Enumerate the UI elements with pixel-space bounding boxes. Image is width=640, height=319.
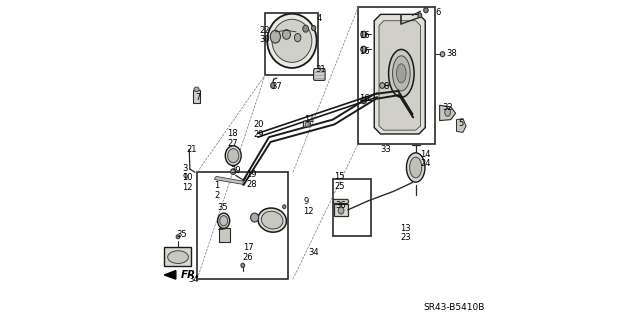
Text: SR43-B5410B: SR43-B5410B xyxy=(424,303,485,312)
Bar xyxy=(197,172,288,279)
Text: 34: 34 xyxy=(189,275,199,284)
Text: 5: 5 xyxy=(459,119,464,128)
Text: 20
29: 20 29 xyxy=(253,120,264,138)
Ellipse shape xyxy=(218,213,230,228)
Text: 17
26: 17 26 xyxy=(243,243,253,262)
Polygon shape xyxy=(314,69,325,80)
Polygon shape xyxy=(164,271,176,279)
Text: 16: 16 xyxy=(359,94,369,103)
Text: 6: 6 xyxy=(435,8,441,17)
Text: 21: 21 xyxy=(187,145,197,154)
Text: 14
24: 14 24 xyxy=(420,150,431,168)
Bar xyxy=(334,204,348,216)
Ellipse shape xyxy=(418,13,422,18)
Ellipse shape xyxy=(168,251,188,263)
Ellipse shape xyxy=(361,31,367,38)
Ellipse shape xyxy=(220,216,228,226)
Bar xyxy=(164,247,191,266)
Bar xyxy=(265,13,319,75)
Bar xyxy=(358,7,435,144)
Ellipse shape xyxy=(305,122,309,127)
Text: 3
10: 3 10 xyxy=(182,164,193,182)
Ellipse shape xyxy=(303,25,308,32)
Ellipse shape xyxy=(424,8,428,13)
Text: 8: 8 xyxy=(384,82,389,91)
Polygon shape xyxy=(440,105,456,121)
Ellipse shape xyxy=(282,30,291,39)
Text: 33: 33 xyxy=(381,145,392,154)
Ellipse shape xyxy=(225,146,241,166)
Ellipse shape xyxy=(261,211,283,229)
Text: 16: 16 xyxy=(359,47,369,56)
Text: 35: 35 xyxy=(176,230,186,239)
Text: 38: 38 xyxy=(446,49,457,58)
Ellipse shape xyxy=(440,52,445,57)
Text: 1
2: 1 2 xyxy=(214,182,220,200)
Ellipse shape xyxy=(294,33,301,42)
Ellipse shape xyxy=(312,26,316,31)
Polygon shape xyxy=(303,121,310,127)
Ellipse shape xyxy=(410,157,422,178)
Bar xyxy=(333,179,371,236)
Bar xyxy=(193,90,200,103)
Text: 9
12: 9 12 xyxy=(303,197,314,216)
Ellipse shape xyxy=(271,83,275,88)
Ellipse shape xyxy=(268,14,317,68)
Text: 31: 31 xyxy=(316,65,326,74)
Ellipse shape xyxy=(194,87,199,92)
Ellipse shape xyxy=(361,46,367,53)
Polygon shape xyxy=(215,176,243,184)
Ellipse shape xyxy=(445,108,451,116)
Polygon shape xyxy=(379,21,420,130)
Text: 11: 11 xyxy=(304,115,314,124)
Text: 22
30: 22 30 xyxy=(259,26,270,44)
Text: 37: 37 xyxy=(271,82,282,91)
Ellipse shape xyxy=(230,169,236,174)
Ellipse shape xyxy=(361,97,367,104)
Text: FR.: FR. xyxy=(181,270,200,280)
Ellipse shape xyxy=(228,149,239,163)
Text: 18
27: 18 27 xyxy=(227,130,238,148)
Text: 4: 4 xyxy=(317,14,322,23)
Ellipse shape xyxy=(283,205,286,209)
Text: 13
23: 13 23 xyxy=(401,224,411,242)
Polygon shape xyxy=(333,199,349,204)
Ellipse shape xyxy=(338,207,344,214)
Text: 7: 7 xyxy=(196,93,201,102)
Ellipse shape xyxy=(241,263,244,268)
Ellipse shape xyxy=(272,19,312,63)
Ellipse shape xyxy=(176,235,180,239)
Bar xyxy=(218,228,230,242)
Text: 16: 16 xyxy=(359,31,369,40)
Ellipse shape xyxy=(258,208,287,232)
Polygon shape xyxy=(374,14,425,134)
Text: 15
25: 15 25 xyxy=(334,172,345,190)
Polygon shape xyxy=(456,119,466,132)
Text: 19
28: 19 28 xyxy=(246,170,257,189)
Ellipse shape xyxy=(406,153,425,182)
Text: 36: 36 xyxy=(335,201,346,210)
Text: 35: 35 xyxy=(218,204,228,212)
Ellipse shape xyxy=(251,213,259,222)
Ellipse shape xyxy=(397,64,406,83)
Ellipse shape xyxy=(392,56,410,91)
Ellipse shape xyxy=(270,30,280,43)
Text: 32: 32 xyxy=(442,103,452,112)
Ellipse shape xyxy=(380,83,385,88)
Ellipse shape xyxy=(388,49,414,97)
Text: 9
12: 9 12 xyxy=(182,173,193,192)
Text: 39: 39 xyxy=(230,166,241,175)
Text: 34: 34 xyxy=(308,248,319,257)
